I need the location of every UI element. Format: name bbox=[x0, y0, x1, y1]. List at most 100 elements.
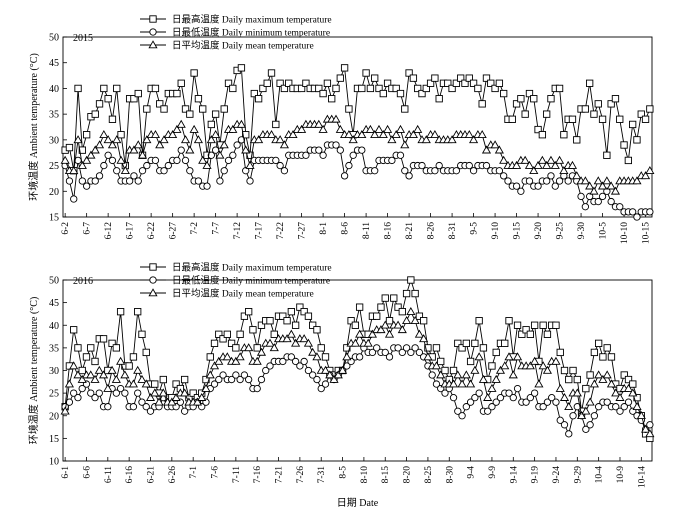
data-point bbox=[477, 130, 487, 139]
data-point bbox=[186, 110, 194, 118]
legend-label: 日最低温度 Daily minimum temperature bbox=[172, 275, 330, 287]
x-tick-label: 6-2 bbox=[61, 222, 71, 235]
data-point bbox=[177, 146, 185, 154]
legend-marker bbox=[149, 276, 157, 284]
data-point bbox=[321, 353, 330, 361]
data-point bbox=[447, 135, 457, 144]
data-point bbox=[82, 131, 91, 139]
y-axis-label: 环境温度 Ambient temperature (°C) bbox=[27, 297, 40, 445]
data-point bbox=[469, 79, 478, 87]
data-point bbox=[547, 172, 555, 180]
data-point bbox=[137, 150, 148, 159]
data-point bbox=[299, 334, 309, 343]
data-point bbox=[296, 362, 304, 370]
x-tick-label: 9-20 bbox=[534, 222, 544, 240]
data-point bbox=[533, 160, 543, 169]
data-point bbox=[402, 344, 411, 352]
data-point bbox=[134, 308, 142, 316]
data-point bbox=[484, 407, 492, 415]
data-point bbox=[142, 403, 150, 411]
data-point bbox=[355, 329, 365, 338]
data-point bbox=[209, 361, 220, 370]
y-tick-label: 15 bbox=[49, 213, 59, 224]
data-point bbox=[636, 411, 646, 420]
data-point bbox=[198, 155, 208, 164]
data-point bbox=[538, 131, 547, 139]
data-point bbox=[219, 140, 229, 149]
data-point bbox=[150, 388, 160, 397]
data-point bbox=[104, 403, 112, 411]
data-point bbox=[211, 146, 220, 154]
x-tick-label: 8-15 bbox=[381, 466, 391, 484]
legend-marker bbox=[148, 288, 158, 297]
data-point bbox=[411, 289, 419, 298]
data-point bbox=[465, 74, 473, 82]
data-point bbox=[309, 371, 317, 379]
data-point bbox=[266, 130, 277, 139]
data-point bbox=[276, 161, 284, 170]
data-point bbox=[190, 69, 198, 77]
data-point bbox=[646, 105, 654, 113]
data-point bbox=[158, 388, 168, 397]
data-point bbox=[522, 326, 530, 334]
data-point bbox=[143, 161, 151, 170]
data-point bbox=[138, 330, 146, 338]
data-point bbox=[173, 156, 181, 165]
data-point bbox=[159, 375, 167, 384]
x-tick-label: 7-7 bbox=[212, 222, 222, 235]
data-point bbox=[645, 429, 655, 438]
data-point bbox=[262, 366, 270, 375]
data-point bbox=[125, 362, 133, 370]
x-tick-label: 6-11 bbox=[104, 466, 114, 483]
x-tick-label: 7-2 bbox=[190, 222, 200, 235]
data-point bbox=[441, 366, 449, 375]
data-point bbox=[580, 176, 590, 185]
x-tick-label: 9-15 bbox=[513, 222, 523, 240]
x-tick-label: 6-22 bbox=[147, 222, 157, 240]
data-point bbox=[379, 89, 387, 98]
data-point bbox=[569, 366, 577, 375]
x-tick-label: 6-16 bbox=[125, 466, 135, 484]
data-point bbox=[565, 375, 573, 384]
data-point bbox=[495, 79, 504, 87]
data-point bbox=[91, 110, 99, 118]
data-point bbox=[534, 379, 544, 388]
data-point bbox=[270, 330, 278, 338]
data-point bbox=[336, 146, 344, 154]
data-point bbox=[547, 95, 555, 103]
data-point bbox=[357, 130, 367, 139]
data-point bbox=[240, 371, 249, 379]
data-point bbox=[133, 140, 143, 149]
x-tick-label: 10-5 bbox=[599, 222, 609, 240]
data-point bbox=[615, 392, 625, 401]
x-tick-label: 10-4 bbox=[595, 466, 605, 484]
data-point bbox=[121, 389, 129, 397]
data-point bbox=[534, 182, 542, 190]
data-point bbox=[282, 334, 292, 343]
data-point bbox=[494, 145, 504, 154]
data-point bbox=[74, 84, 82, 93]
data-point bbox=[526, 330, 535, 338]
data-point bbox=[624, 398, 633, 406]
data-point bbox=[86, 150, 96, 159]
data-point bbox=[297, 124, 307, 133]
data-point bbox=[564, 177, 572, 185]
x-tick-label: 8-6 bbox=[341, 222, 351, 235]
data-point bbox=[594, 339, 603, 347]
data-point bbox=[513, 384, 522, 393]
data-point bbox=[598, 115, 607, 123]
data-point bbox=[337, 365, 348, 374]
x-tick-label: 7-12 bbox=[233, 222, 243, 240]
data-point bbox=[551, 356, 561, 365]
data-point bbox=[315, 84, 323, 93]
data-point bbox=[373, 312, 381, 320]
x-tick-label: 8-31 bbox=[448, 222, 458, 240]
data-point bbox=[82, 182, 91, 190]
data-point bbox=[411, 344, 419, 352]
x-tick-label: 6-6 bbox=[82, 466, 92, 479]
data-point bbox=[387, 135, 397, 144]
data-point bbox=[279, 312, 287, 320]
data-point bbox=[475, 389, 483, 397]
data-point bbox=[366, 84, 375, 93]
